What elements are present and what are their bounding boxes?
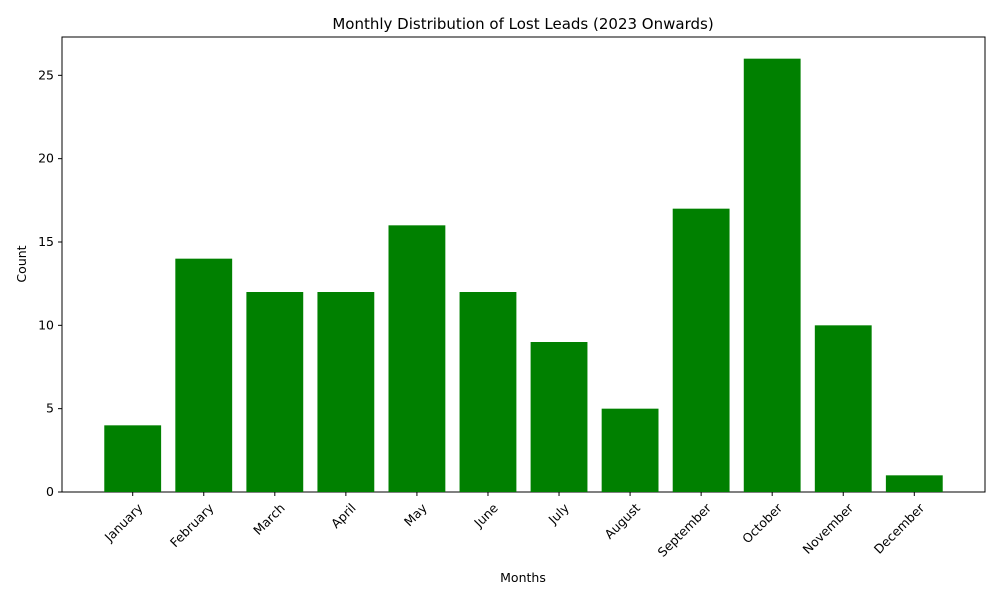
x-axis: January February March April May June July Augu… <box>101 492 928 560</box>
bars-group <box>104 58 943 493</box>
bar-july <box>530 342 588 492</box>
y-tick-label: 15 <box>38 234 54 249</box>
x-axis-label: Months <box>500 570 546 585</box>
bar-january <box>104 425 162 492</box>
bar-october <box>743 58 801 493</box>
x-tick-label: June <box>470 500 501 531</box>
y-tick-label: 0 <box>46 484 54 499</box>
bar-april <box>317 292 375 492</box>
bar-november <box>814 325 872 492</box>
x-tick-label: November <box>800 500 857 557</box>
y-tick-label: 20 <box>38 151 54 166</box>
bar-june <box>459 292 517 492</box>
x-tick-label: October <box>739 500 786 547</box>
x-tick-label: August <box>601 500 643 542</box>
bar-december <box>885 475 943 492</box>
x-tick-label: May <box>401 500 430 529</box>
x-tick-label: September <box>655 500 715 560</box>
y-tick-label: 25 <box>38 67 54 82</box>
y-tick-label: 10 <box>38 317 54 332</box>
bar-september <box>672 208 730 493</box>
bar-march <box>246 292 304 492</box>
plot-area <box>61 36 986 493</box>
x-tick-label: April <box>328 500 359 531</box>
y-axis: 0 5 10 15 20 25 <box>38 67 62 499</box>
chart-title: Monthly Distribution of Lost Leads (2023… <box>332 15 713 33</box>
x-tick-label: July <box>545 500 573 528</box>
y-tick-label: 5 <box>46 401 54 416</box>
bar-february <box>175 258 233 492</box>
bar-may <box>388 225 446 492</box>
x-tick-label: March <box>250 500 288 538</box>
x-tick-label: December <box>871 500 928 557</box>
y-axis-label: Count <box>14 245 29 282</box>
x-tick-label: February <box>167 500 217 550</box>
plot-frame <box>61 36 986 493</box>
x-tick-label: January <box>101 500 146 545</box>
bar-august <box>601 408 659 492</box>
